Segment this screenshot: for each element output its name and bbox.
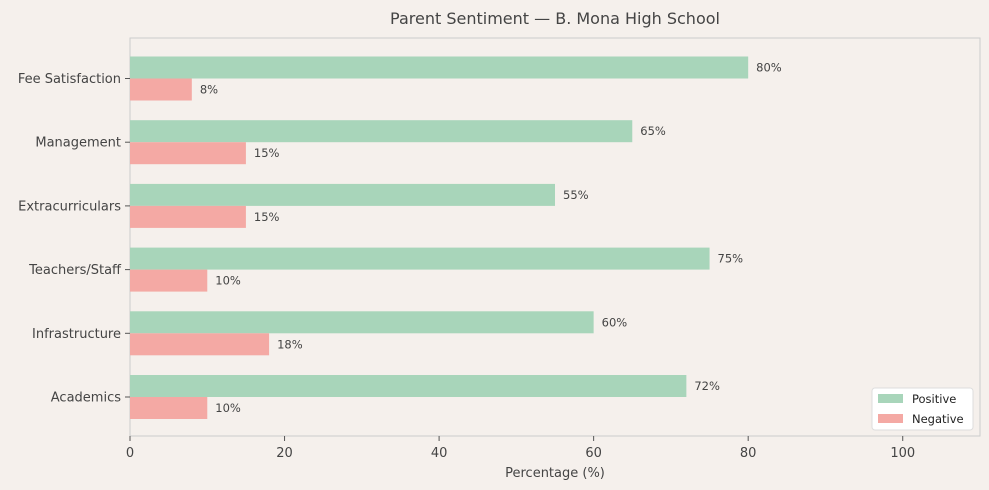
y-tick-label: Management [35, 136, 121, 151]
legend-label-positive: Positive [912, 392, 956, 406]
negative-bar-label: 15% [254, 210, 280, 224]
negative-bar-label: 18% [277, 337, 303, 351]
positive-bar [130, 56, 749, 79]
x-axis: 0 20 40 60 80 100 [126, 436, 915, 461]
positive-bar-label: 80% [756, 61, 782, 75]
x-axis-label: Percentage (%) [505, 466, 605, 481]
legend: Positive Negative [871, 387, 974, 431]
y-tick-label: Academics [51, 391, 121, 406]
positive-bar [130, 247, 710, 270]
x-tick-label: 80 [740, 446, 757, 461]
x-tick-label: 0 [126, 446, 134, 461]
negative-bar-label: 10% [215, 274, 241, 288]
x-tick-label: 100 [890, 446, 915, 461]
negative-bar [130, 142, 246, 165]
y-tick-label: Infrastructure [32, 327, 121, 342]
y-tick-label: Teachers/Staff [28, 263, 122, 278]
bars-layer: 80% 8% 65% 15% 55% 15% 75% 10% 60% 18% 72% 10% [130, 56, 782, 419]
legend-swatch-negative [878, 414, 903, 423]
negative-bar-label: 8% [200, 83, 218, 97]
negative-bar [130, 78, 192, 101]
positive-bar [130, 375, 687, 397]
y-axis: Fee Satisfaction Management Extracurricula… [18, 72, 130, 406]
negative-bar-label: 10% [215, 401, 241, 415]
x-tick-label: 20 [276, 446, 293, 461]
positive-bar-label: 72% [694, 379, 720, 393]
negative-bar [130, 333, 270, 356]
y-tick-label: Fee Satisfaction [18, 72, 121, 87]
negative-bar [130, 269, 208, 292]
legend-swatch-positive [878, 394, 903, 403]
positive-bar [130, 311, 594, 334]
plot-area [129, 37, 981, 437]
chart-title: Parent Sentiment — B. Mona High School [390, 9, 720, 28]
positive-bar [130, 120, 633, 143]
positive-bar-label: 65% [640, 124, 666, 138]
positive-bar-label: 60% [602, 315, 628, 329]
legend-label-negative: Negative [912, 412, 964, 426]
positive-bar [130, 183, 555, 206]
negative-bar-label: 15% [254, 146, 280, 160]
negative-bar [130, 205, 246, 228]
x-tick-label: 60 [585, 446, 602, 461]
y-tick-label: Extracurriculars [18, 199, 121, 214]
positive-bar-label: 75% [718, 252, 744, 266]
x-tick-label: 40 [431, 446, 448, 461]
positive-bar-label: 55% [563, 188, 589, 202]
negative-bar [130, 397, 208, 419]
